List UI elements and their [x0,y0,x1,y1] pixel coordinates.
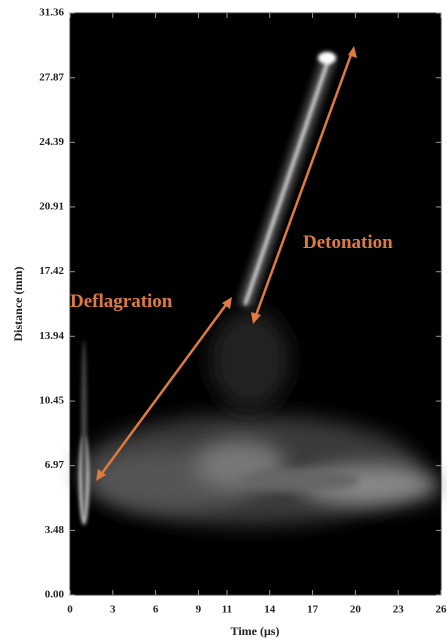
x-tick-label: 9 [196,604,202,616]
y-tick-label: 20.91 [39,200,64,212]
y-tick-label: 0.00 [45,589,65,601]
annotation: Deflagration [70,291,173,312]
x-axis-label: Time (μs) [231,624,280,638]
x-tick-label: 23 [393,604,405,616]
plot-frame [69,12,442,596]
y-tick-label: 27.87 [39,71,64,83]
arrow [253,51,354,319]
x-tick-label: 0 [67,604,73,616]
y-tick-label: 6.97 [45,459,65,471]
y-tick-label: 13.94 [39,330,64,342]
y-tick-label: 3.48 [45,524,65,536]
x-tick-label: 17 [307,604,319,616]
x-tick-label: 14 [264,604,276,616]
x-tick-label: 11 [222,604,232,616]
annotation: Detonation [303,232,393,253]
x-tick-label: 26 [436,604,447,616]
y-tick-label: 17.42 [39,265,64,277]
y-axis-label: Distance (mm) [11,267,25,342]
y-tick-label: 10.45 [39,395,64,407]
streak-image [79,52,440,525]
x-tick-label: 3 [110,604,116,616]
y-tick-label: 24.39 [39,136,64,148]
x-tick-label: 6 [153,604,159,616]
y-tick-label: 31.36 [39,7,64,19]
arrow [98,301,230,477]
x-tick-label: 20 [350,604,362,616]
annotations: Deflagration Detonation [70,46,393,481]
